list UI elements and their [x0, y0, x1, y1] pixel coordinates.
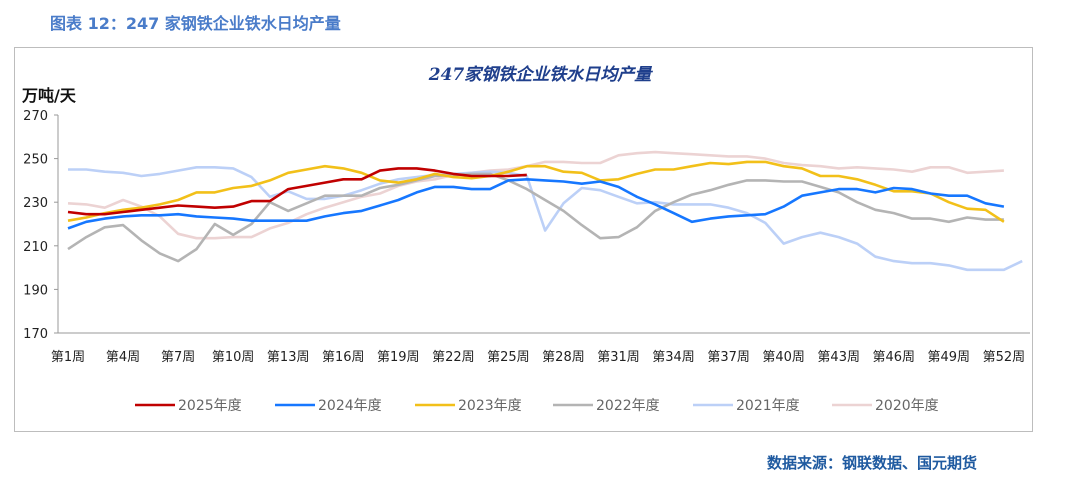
x-tick-label: 第43周: [817, 350, 860, 365]
figure-title: 图表 12：247 家钢铁企业铁水日均产量: [50, 14, 341, 33]
series-line-2024年度: [67, 178, 1005, 230]
x-tick-label: 第52周: [983, 350, 1026, 365]
x-tick-label: 第13周: [267, 350, 310, 365]
y-axis-unit: 万吨/天: [21, 86, 77, 105]
series-line-2025年度: [67, 167, 527, 216]
series-line-2023年度: [67, 160, 1005, 223]
x-tick-label: 第37周: [707, 350, 750, 365]
series-line-2022年度: [67, 172, 1004, 263]
data-source: 数据来源：钢联数据、国元期货: [767, 454, 978, 472]
legend-label: 2024年度: [318, 398, 382, 414]
y-tick-label: 190: [23, 283, 48, 298]
x-tick-label: 第28周: [542, 350, 585, 365]
x-tick-label: 第34周: [652, 350, 695, 365]
chart-title: 247家钢铁企业铁水日均产量: [428, 65, 653, 85]
series-line-2021年度: [68, 166, 1023, 272]
x-tick-label: 第25周: [487, 350, 530, 365]
series-line-2020年度: [67, 150, 1004, 240]
x-tick-label: 第19周: [377, 350, 420, 365]
chart-frame: [14, 47, 1033, 432]
x-tick-label: 第49周: [928, 350, 971, 365]
legend-label: 2025年度: [178, 398, 242, 414]
y-tick-label: 170: [23, 327, 48, 342]
x-tick-label: 第7周: [161, 350, 195, 365]
x-tick-label: 第4周: [106, 350, 140, 365]
x-tick-label: 第31周: [597, 350, 640, 365]
legend-label: 2021年度: [736, 398, 800, 414]
legend-label: 2020年度: [875, 398, 939, 414]
x-tick-label: 第16周: [322, 350, 365, 365]
y-tick-label: 250: [23, 153, 48, 168]
x-tick-label: 第1周: [51, 350, 85, 365]
x-tick-label: 第22周: [432, 350, 475, 365]
y-tick-label: 230: [23, 196, 48, 211]
x-tick-label: 第46周: [872, 350, 915, 365]
legend-label: 2023年度: [458, 398, 522, 414]
legend-label: 2022年度: [596, 398, 660, 414]
y-tick-label: 210: [23, 240, 48, 255]
x-tick-label: 第40周: [762, 350, 805, 365]
x-tick-label: 第10周: [212, 350, 255, 365]
y-tick-label: 270: [23, 109, 48, 124]
